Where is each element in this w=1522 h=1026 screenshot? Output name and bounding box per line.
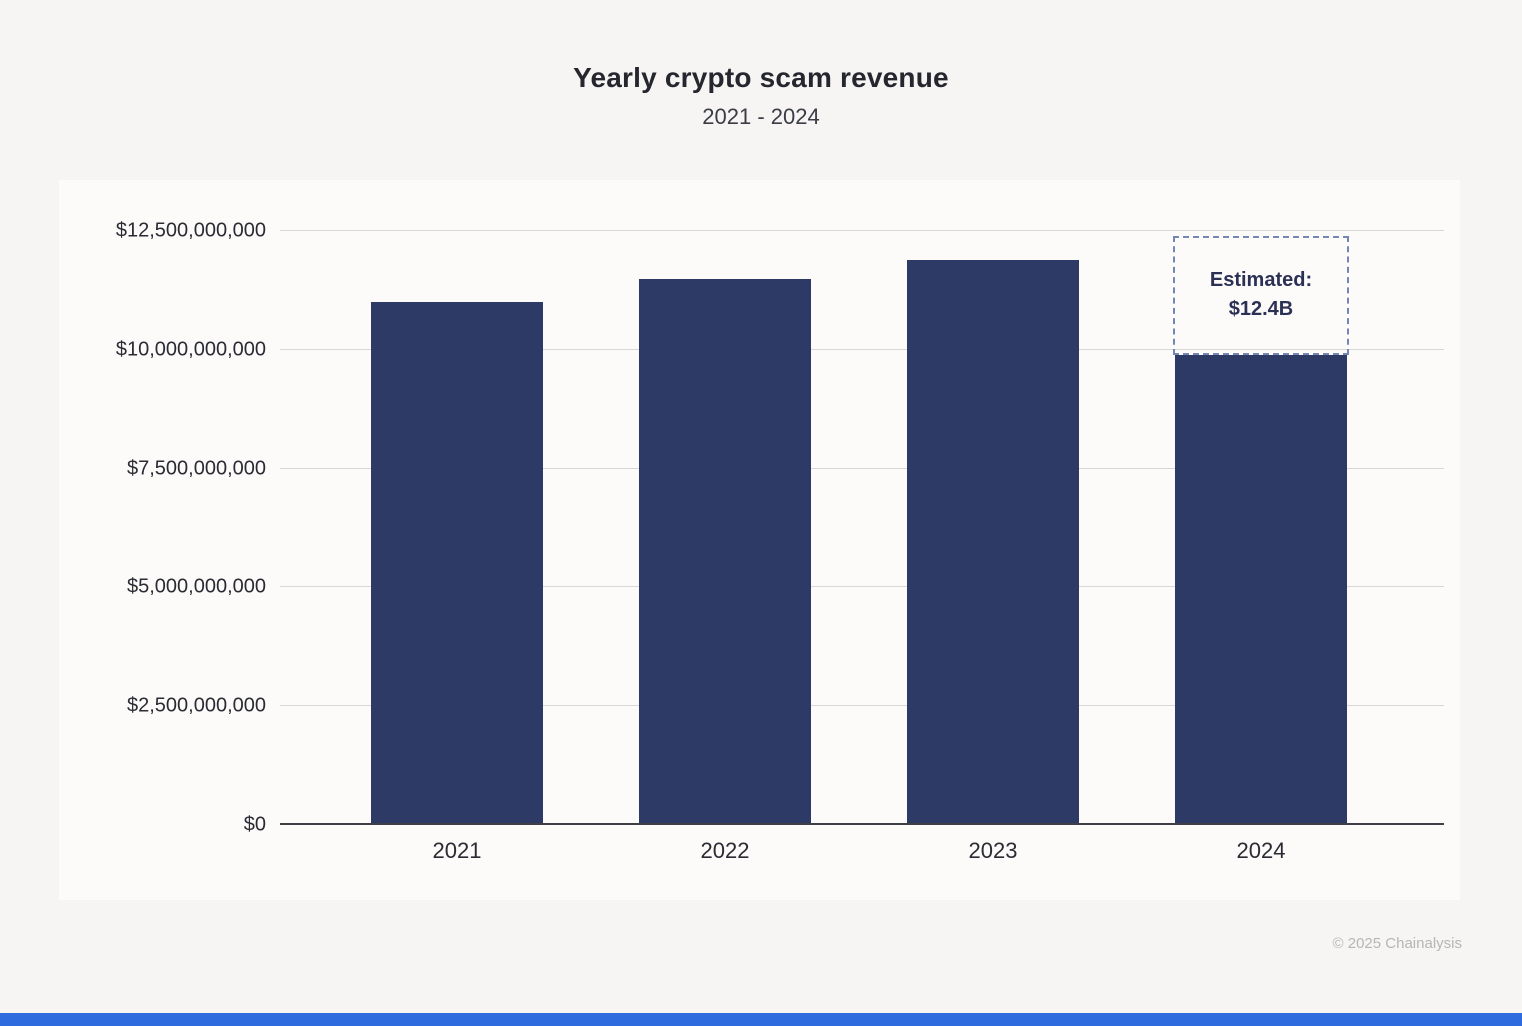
bar-2021 xyxy=(371,302,543,825)
bar-column-2021 xyxy=(371,231,543,825)
copyright-text: © 2025 Chainalysis xyxy=(1332,935,1462,952)
x-tick-label: 2024 xyxy=(1236,838,1286,863)
y-gridline xyxy=(280,230,1444,231)
y-tick-label: $2,500,000,000 xyxy=(126,694,266,717)
y-axis: $0 $2,500,000,000 $5,000,000,000 $7,500,000… xyxy=(59,220,266,836)
x-tick-label: 2023 xyxy=(968,838,1018,863)
chart-header: Yearly crypto scam revenue 2021 - 2024 xyxy=(0,0,1522,130)
x-tick-label: 2021 xyxy=(432,838,482,863)
y-tick-label: $10,000,000,000 xyxy=(115,338,266,361)
x-axis: 2021 2022 2023 2024 xyxy=(280,838,1444,864)
y-tick-label: $5,000,000,000 xyxy=(126,575,266,598)
bar-column-2023 xyxy=(907,231,1079,825)
chart-panel: $0 $2,500,000,000 $5,000,000,000 $7,500,000… xyxy=(59,180,1460,900)
y-gridline xyxy=(280,348,1444,350)
bar-2023 xyxy=(907,259,1079,825)
bottom-accent-bar xyxy=(0,1013,1522,1026)
estimated-box: Estimated: $12.4B xyxy=(1173,235,1349,355)
y-gridline xyxy=(280,586,1444,588)
bar-2022 xyxy=(639,278,811,825)
y-gridline xyxy=(280,467,1444,469)
chart-title: Yearly crypto scam revenue xyxy=(573,62,949,93)
plot-area: Estimated: $12.4B xyxy=(280,230,1444,825)
y-tick-label: $7,500,000,000 xyxy=(126,457,266,480)
bar-column-2024: Estimated: $12.4B xyxy=(1173,231,1349,825)
estimated-label: Estimated: xyxy=(1209,269,1313,292)
bar-column-2022 xyxy=(639,231,811,825)
bars-container: Estimated: $12.4B xyxy=(280,231,1444,825)
bar-2024 xyxy=(1175,354,1347,825)
x-tick-label: 2022 xyxy=(700,838,750,863)
y-tick-label: $0 xyxy=(243,813,266,836)
y-tick-label: $12,500,000,000 xyxy=(115,219,266,242)
y-gridline xyxy=(280,705,1444,707)
estimated-value: $12.4B xyxy=(1228,298,1294,321)
chart-subtitle: 2021 - 2024 xyxy=(702,104,820,129)
gridlines xyxy=(280,230,1444,825)
x-axis-baseline xyxy=(280,823,1444,825)
